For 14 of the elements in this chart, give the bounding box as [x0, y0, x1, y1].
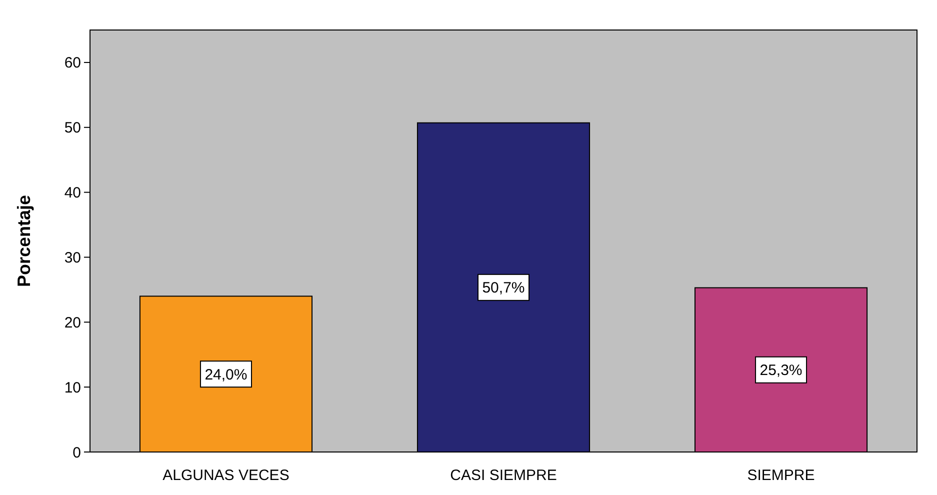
data-label: 50,7% [482, 280, 525, 297]
x-tick-label: SIEMPRE [747, 467, 815, 484]
y-tick-label: 30 [64, 249, 81, 266]
y-tick-label: 20 [64, 314, 81, 332]
y-axis-title: Porcentaje [14, 194, 34, 288]
data-label: 24,0% [204, 366, 248, 384]
x-tick-label: CASI SIEMPRE [450, 467, 557, 484]
y-tick-label: 50 [64, 120, 81, 137]
x-tick-label: ALGUNAS VECES [162, 467, 290, 484]
y-tick-label: 0 [72, 444, 81, 462]
data-label: 25,3% [760, 362, 802, 380]
y-tick-label: 40 [64, 184, 81, 202]
y-tick-label: 60 [64, 54, 81, 72]
y-tick-label: 10 [64, 379, 81, 396]
